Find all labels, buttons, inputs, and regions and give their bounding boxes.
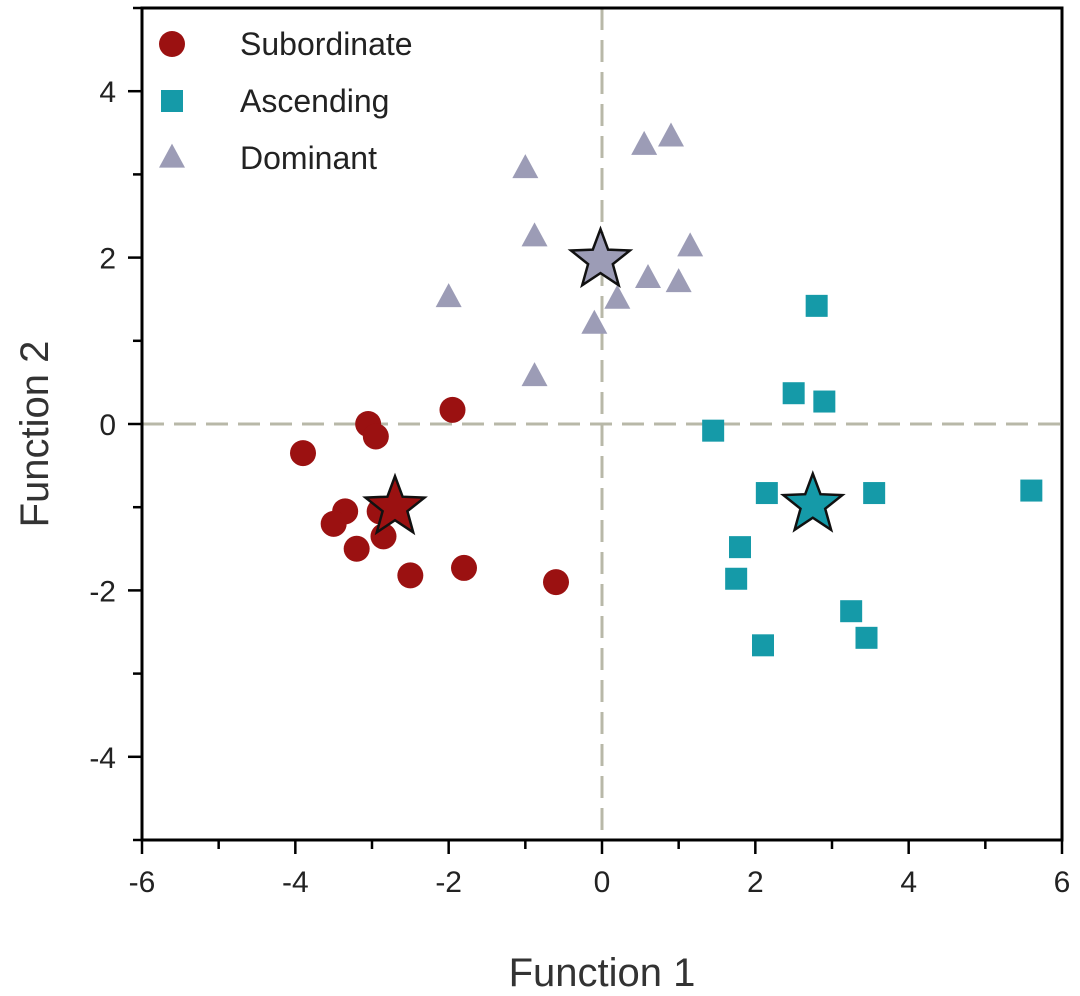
subordinate-point: [451, 554, 477, 581]
subordinate-point: [397, 562, 424, 589]
subordinate-point: [543, 569, 569, 596]
ascending-point: [855, 626, 878, 649]
x-axis-title: Function 1: [509, 951, 696, 995]
legend-label-subordinate: Subordinate: [240, 26, 413, 62]
x-tick-label: -6: [129, 866, 156, 899]
legend-label-ascending: Ascending: [240, 83, 389, 119]
y-tick-label: 4: [99, 76, 116, 109]
y-tick-label: 0: [99, 409, 116, 442]
subordinate-point: [320, 510, 347, 537]
reference-lines: [142, 8, 1062, 840]
ascending-point: [805, 294, 828, 317]
legend-marker-subordinate: [159, 31, 185, 57]
ascending-point: [813, 390, 836, 413]
ascending-point: [1020, 479, 1043, 502]
ascending-point: [729, 536, 751, 559]
dominant-point: [521, 362, 548, 387]
dominant-point: [581, 309, 608, 334]
axis-ticks: -6 -4 -2 0 2 4 6 -4 -2 0 2 4: [89, 6, 1071, 899]
subordinate-point: [343, 535, 370, 562]
x-tick-label: 2: [747, 866, 764, 899]
ascending-point: [863, 482, 886, 505]
legend-label-dominant: Dominant: [240, 140, 377, 176]
dominant-point: [635, 264, 661, 288]
ascending-point: [702, 419, 725, 442]
x-tick-label: 4: [900, 866, 917, 899]
dominant-point: [631, 130, 658, 155]
dominant-point: [435, 283, 462, 308]
subordinate-point: [362, 423, 389, 450]
data-points: [290, 122, 1043, 657]
legend: Subordinate Ascending Dominant: [159, 26, 413, 176]
subordinate-centroid-star: [362, 472, 428, 536]
y-axis-title: Function 2: [13, 341, 57, 528]
ascending-point: [752, 634, 774, 657]
ascending-point: [755, 482, 778, 505]
y-tick-label: -2: [89, 575, 116, 608]
centroids: [362, 225, 846, 536]
dominant-point: [658, 122, 684, 147]
ascending-point: [725, 567, 748, 590]
x-tick-label: -2: [435, 866, 462, 899]
dominant-point: [677, 232, 704, 257]
legend-marker-dominant: [159, 143, 185, 168]
subordinate-point: [290, 440, 316, 467]
legend-marker-ascending: [161, 90, 183, 112]
dominant-centroid-star: [567, 225, 634, 289]
dominant-point: [665, 268, 692, 293]
subordinate-point: [439, 396, 466, 423]
dominant-point: [512, 154, 539, 179]
dominant-point: [604, 284, 631, 309]
x-tick-label: -4: [282, 866, 309, 899]
ascending-centroid-star: [779, 470, 846, 533]
ascending-point: [782, 382, 805, 405]
x-tick-label: 6: [1054, 866, 1071, 899]
x-tick-label: 0: [594, 866, 611, 899]
ascending-point: [840, 600, 863, 623]
dominant-point: [521, 222, 548, 247]
y-tick-label: -4: [89, 742, 116, 775]
y-tick-label: 2: [99, 243, 116, 276]
